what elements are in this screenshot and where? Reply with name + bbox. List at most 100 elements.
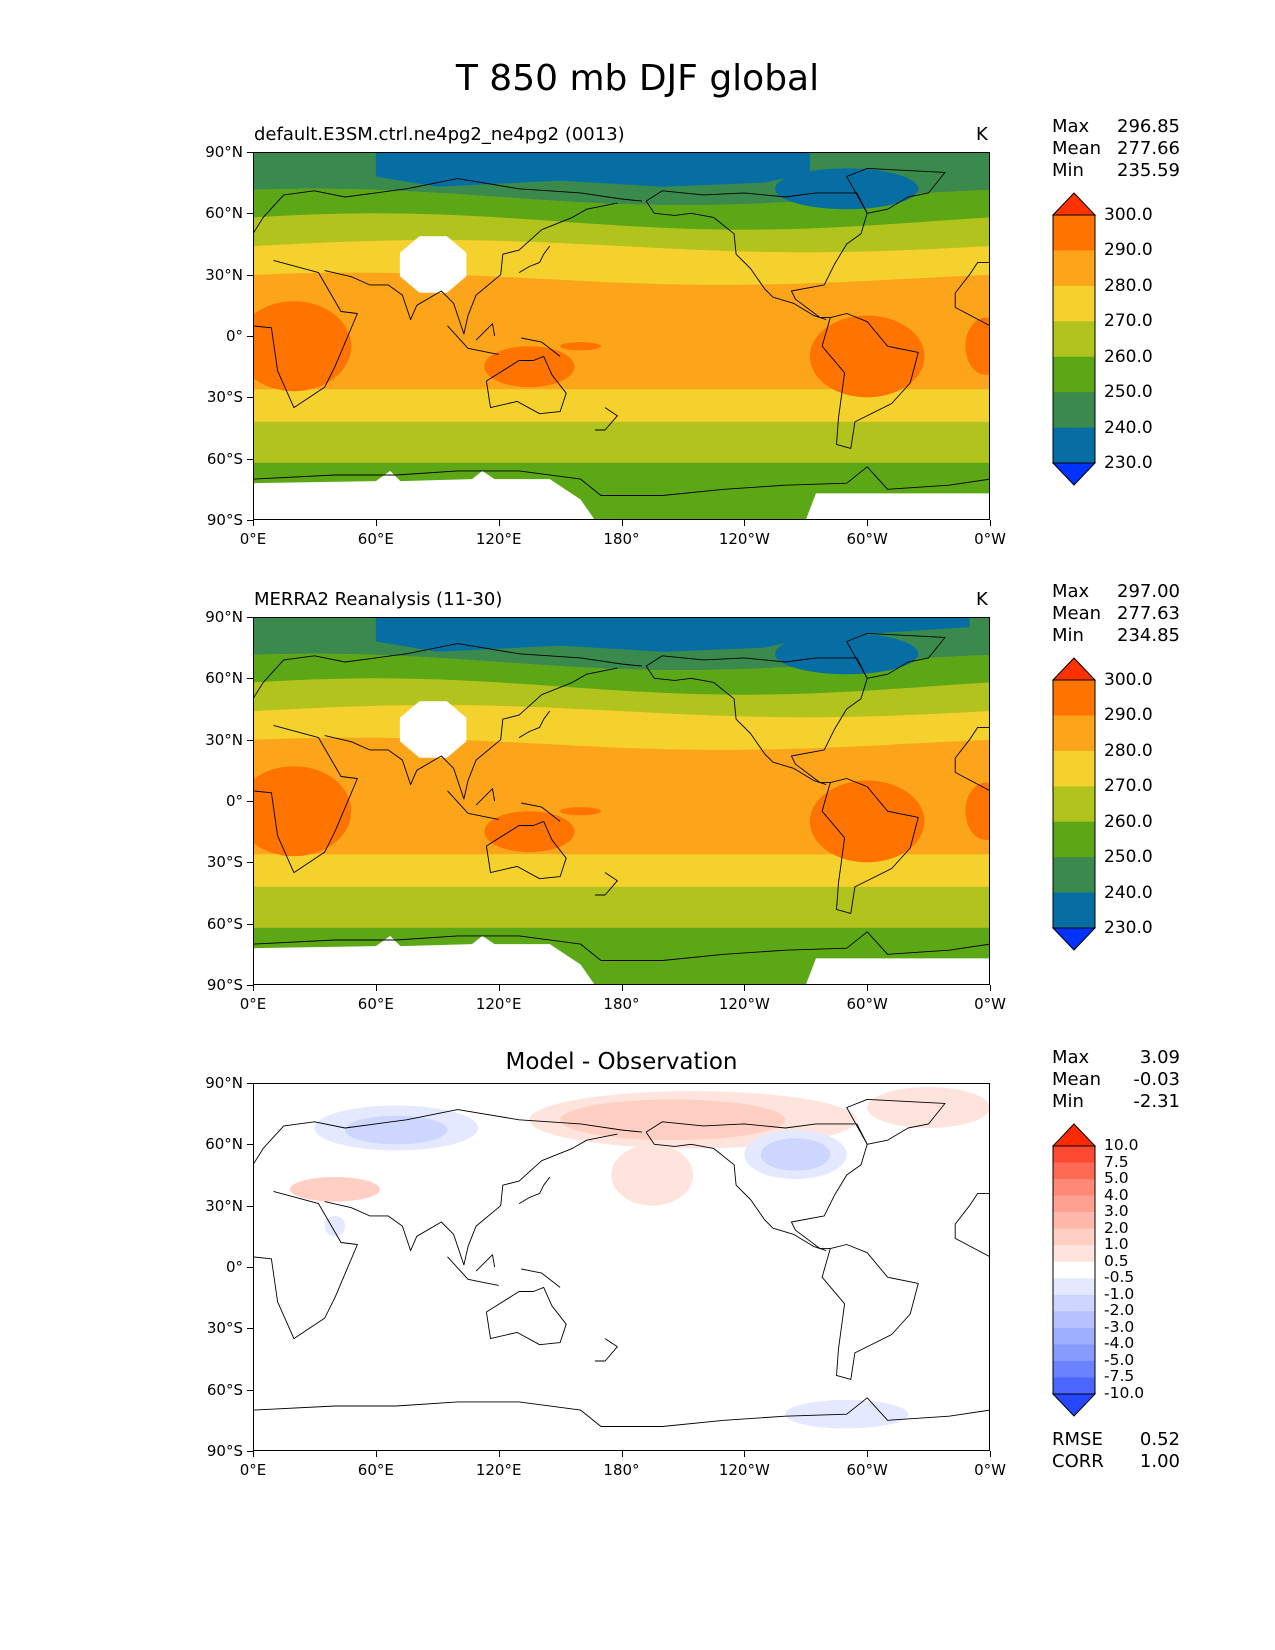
coastline-segment	[254, 1109, 643, 1165]
y-tick-mark	[247, 336, 253, 337]
colorbar-tick-label: 240.0	[1104, 417, 1153, 438]
colorbar-tick-label: 4.0	[1104, 1185, 1129, 1204]
colorbar-segment	[1053, 1245, 1095, 1263]
colorbar-segment	[1053, 1179, 1095, 1197]
coastline-segment	[447, 790, 499, 820]
stats-row: Max 3.09	[1052, 1047, 1180, 1069]
coastline-segment	[521, 337, 561, 357]
y-tick-label: 60°N	[205, 669, 243, 688]
coastline-segment	[485, 1286, 567, 1346]
band-270-280-south	[254, 854, 989, 887]
region-290-300-australia	[484, 811, 575, 853]
stats-label: Min	[1052, 1091, 1084, 1112]
stats-row: Max 297.00	[1052, 581, 1180, 603]
metrics-label: CORR	[1052, 1451, 1104, 1472]
colorbar-segment	[1053, 1195, 1095, 1213]
colorbar	[1051, 657, 1097, 955]
panel-title: Model - Observation	[505, 1049, 738, 1075]
stats-value: 296.85	[1117, 116, 1180, 137]
y-tick-label: 90°S	[206, 976, 243, 994]
y-tick-mark	[247, 1083, 253, 1084]
colorbar-extend-max	[1051, 192, 1097, 216]
colorbar-segment	[1053, 1261, 1095, 1279]
colorbar-extend-min	[1051, 1393, 1097, 1417]
y-tick-label: 0°	[225, 327, 243, 345]
coastline-segment	[485, 355, 567, 415]
coastline-segment	[518, 710, 551, 738]
coastline-segment	[821, 1244, 919, 1380]
stats-row: Mean 277.63	[1052, 603, 1180, 625]
coastline-segment	[475, 1254, 496, 1272]
coastline-segment	[645, 1131, 827, 1252]
coastline-segment	[518, 1176, 551, 1204]
y-tick-mark	[247, 617, 253, 618]
colorbar-extend-max	[1051, 1123, 1097, 1147]
coastline-segment	[954, 261, 989, 326]
coastline-segment	[254, 178, 643, 234]
coastline-segment	[518, 245, 551, 273]
colorbar-segment	[1053, 892, 1095, 929]
x-tick-label: 0°W	[974, 530, 1006, 548]
x-tick-label: 180°	[603, 530, 640, 548]
panel-title: default.E3SM.ctrl.ne4pg2_ne4pg2 (0013)	[254, 124, 625, 145]
coastline-segment	[475, 323, 496, 341]
coastlines	[254, 1098, 989, 1427]
y-tick-label: 90°S	[206, 511, 243, 529]
y-tick-mark	[247, 397, 253, 399]
x-tick-label: 0°E	[239, 995, 267, 1013]
band-260-270-south	[254, 421, 989, 463]
x-tick-mark	[498, 520, 500, 526]
missing-data-antarctica-west	[806, 493, 989, 519]
stats-value: 297.00	[1117, 581, 1180, 602]
stats-block: Max 296.85 Mean 277.66 Min 235.59	[1052, 116, 1180, 182]
coastline-segment	[324, 1133, 618, 1266]
colorbar-tick-label: 0.5	[1104, 1251, 1129, 1270]
y-tick-label: 90°S	[206, 1442, 243, 1460]
y-tick-mark	[247, 1328, 253, 1330]
y-tick-mark	[247, 213, 253, 215]
map-panel	[253, 1083, 990, 1451]
x-tick-label: 0°W	[974, 995, 1006, 1013]
x-tick-label: 0°W	[974, 1461, 1006, 1479]
coastline-segment	[324, 202, 618, 335]
coastline-segment	[254, 1190, 358, 1340]
coastline-segment	[594, 1338, 618, 1362]
region-290-300-atlantic	[965, 317, 989, 375]
coastline-segment	[254, 259, 358, 409]
y-tick-label: 30°N	[205, 1196, 243, 1215]
map-panel	[253, 617, 990, 985]
metrics-value: 0.52	[1139, 1429, 1180, 1450]
colorbar-tick-label: -1.0	[1104, 1284, 1135, 1303]
colorbar-tick-label: 1.0	[1104, 1235, 1129, 1254]
colorbar-tick-label: 280.0	[1104, 740, 1153, 761]
colorbar-tick-label: 240.0	[1104, 882, 1153, 903]
x-tick-label: 120°W	[718, 995, 770, 1013]
y-tick-label: 90°N	[205, 1074, 243, 1092]
coastline-segment	[447, 325, 499, 355]
coastline-segment	[821, 313, 919, 449]
x-tick-mark	[990, 520, 991, 526]
x-tick-label: 180°	[603, 1461, 640, 1479]
colorbar-segment	[1053, 857, 1095, 894]
y-tick-label: 60°S	[206, 1380, 243, 1399]
colorbar-tick-label: 260.0	[1104, 811, 1153, 832]
colorbar-tick-label: 3.0	[1104, 1202, 1129, 1221]
stats-value: 277.66	[1117, 138, 1180, 159]
metrics-label: RMSE	[1052, 1429, 1103, 1450]
y-tick-label: 60°N	[205, 204, 243, 223]
region-290-300-australia	[484, 346, 575, 388]
colorbar-tick-label: 270.0	[1104, 311, 1153, 332]
band-250-260-north	[254, 653, 989, 695]
metrics-row: RMSE 0.52	[1052, 1429, 1180, 1451]
region-290-300-africa	[254, 301, 352, 392]
x-tick-label: 60°E	[357, 530, 394, 548]
missing-data-himalaya	[399, 701, 467, 758]
stats-row: Min 234.85	[1052, 625, 1180, 647]
x-tick-mark	[744, 1451, 746, 1457]
colorbar-segment	[1053, 1344, 1095, 1362]
colorbar-tick-label: 260.0	[1104, 346, 1153, 367]
x-tick-label: 60°E	[357, 995, 394, 1013]
units-label: K	[976, 589, 988, 610]
y-tick-mark	[247, 1389, 253, 1391]
coastlines	[254, 167, 989, 496]
